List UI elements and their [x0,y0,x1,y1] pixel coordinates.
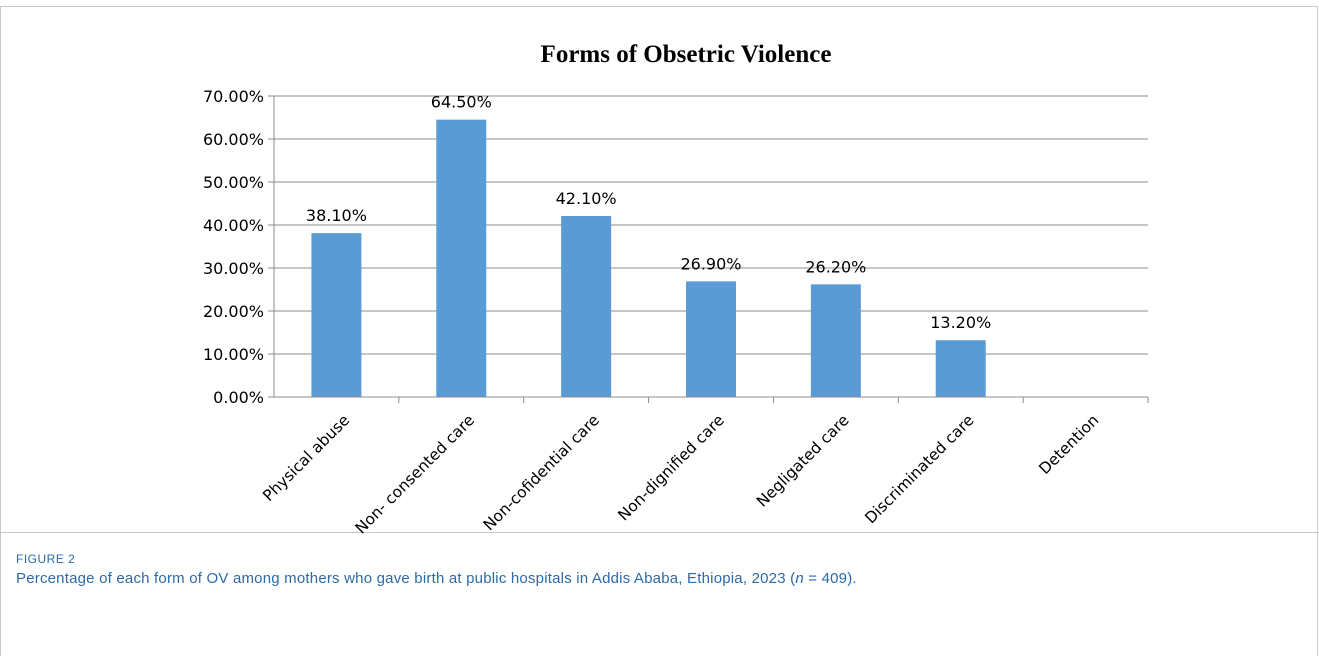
x-tick-label: Physical abuse [259,411,353,505]
data-label: 64.50% [431,93,492,112]
y-tick-label: 30.00% [203,259,264,278]
data-label: 42.10% [556,189,617,208]
caption-variable: n [795,570,804,587]
x-tick-label: Non-dignified care [615,411,728,524]
figure-frame [0,6,1318,656]
x-tick-label: Non- consented care [352,411,478,537]
bar [686,281,736,397]
y-tick-label: 0.00% [213,388,264,407]
data-labels: 38.10% 64.50% 42.10% 26.90% 26.20% 13.20% [306,93,991,333]
bar [810,284,861,397]
y-tick-label: 40.00% [203,216,264,235]
y-tick-label: 10.00% [203,345,264,364]
y-tick-label: 50.00% [203,173,264,192]
y-tick-label: 70.00% [203,87,264,106]
data-label: 38.10% [306,206,367,225]
chart-title: Forms of Obsetric Violence [541,41,832,68]
x-tick-label: Discriminated care [861,411,977,527]
data-label: 13.20% [930,313,991,332]
y-tick-label: 60.00% [203,130,264,149]
bar [935,340,986,397]
caption-text-end: = 409). [803,570,857,587]
y-tick-label: 20.00% [203,302,264,321]
bar [311,233,362,397]
caption-text-start: Percentage of each form of OV among moth… [16,570,796,587]
figure-label: FIGURE 2 [16,552,76,566]
bars [311,119,986,398]
caption-divider [0,532,1319,533]
x-tick-label: Detention [1036,411,1103,478]
data-label: 26.90% [680,254,741,273]
x-tick-label: Non-cofidential care [480,411,603,534]
bar [561,215,612,397]
y-axis: 0.00% 10.00% 20.00% 30.00% 40.00% 50.00% 60.00… [203,87,275,407]
bar [436,119,487,398]
figure-caption: Percentage of each form of OV among moth… [16,570,1306,587]
bar-chart: Forms of Obsetric Violence 0.00% 10.00% 20… [203,41,1149,537]
x-tick-label: Negligated care [753,411,853,511]
data-label: 26.20% [805,257,866,276]
